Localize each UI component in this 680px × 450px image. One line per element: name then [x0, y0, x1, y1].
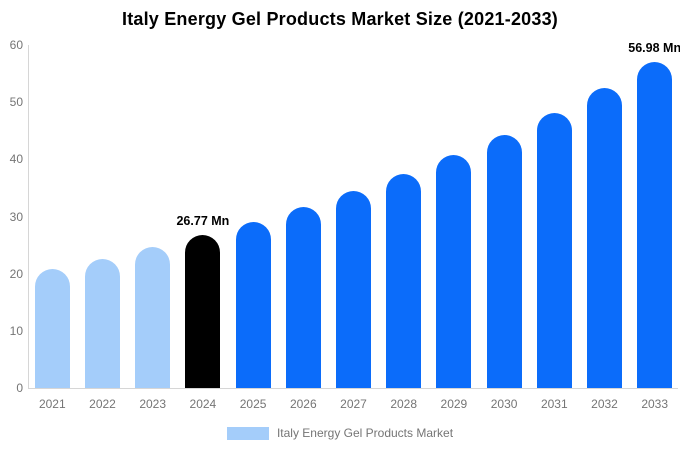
x-axis-line	[28, 388, 678, 389]
bar-2021	[34, 269, 70, 388]
x-axis-tick-label: 2022	[89, 397, 116, 411]
bar-2032	[587, 88, 622, 388]
x-axis-tick-label: 2028	[390, 397, 418, 411]
x-axis-tick-label: 2024	[189, 397, 217, 411]
bar-2029	[436, 155, 472, 388]
x-axis-tick-label: 2033	[641, 397, 669, 411]
y-axis-line	[28, 45, 29, 389]
bar-2026	[285, 207, 321, 388]
x-axis-tick-label: 2026	[289, 397, 317, 411]
bar-2028	[386, 173, 422, 388]
y-axis-tick-label: 0	[16, 381, 23, 395]
x-axis-tick-label: 2025	[239, 397, 267, 411]
x-axis-tick-label: 2031	[540, 397, 568, 411]
y-axis-tick-label: 20	[9, 266, 23, 281]
y-axis-tick-label: 60	[9, 38, 23, 52]
bar-2024	[185, 234, 221, 388]
y-axis-tick-label: 50	[9, 95, 23, 110]
x-axis-tick-label: 2027	[340, 397, 367, 411]
bar-2025	[235, 221, 271, 388]
value-label-2024: 26.77 Mn	[176, 213, 230, 228]
bar-2030	[486, 134, 522, 388]
y-axis-tick-label: 10	[9, 323, 23, 338]
bar-2027	[336, 191, 371, 388]
chart-title: Italy Energy Gel Products Market Size (2…	[122, 9, 558, 29]
y-axis-tick-label: 30	[9, 209, 23, 224]
x-axis-tick-label: 2030	[490, 397, 518, 411]
x-axis-tick-label: 2029	[440, 397, 468, 411]
legend-item[interactable]: Italy Energy Gel Products Market	[226, 426, 454, 440]
legend: Italy Energy Gel Products Market	[0, 426, 680, 440]
x-axis-tick-label: 2023	[139, 397, 167, 411]
value-label-2033: 56.98 Mn	[628, 41, 680, 56]
x-axis-tick-label: 2021	[38, 397, 66, 411]
bar-2033	[637, 62, 673, 388]
bar-2031	[536, 112, 572, 388]
x-axis-tick-label: 2032	[591, 397, 618, 411]
legend-label: Italy Energy Gel Products Market	[276, 426, 454, 440]
bar-2023	[135, 247, 171, 388]
legend-swatch	[226, 426, 269, 440]
bar-2022	[85, 258, 120, 388]
y-axis-tick-label: 40	[9, 152, 23, 167]
